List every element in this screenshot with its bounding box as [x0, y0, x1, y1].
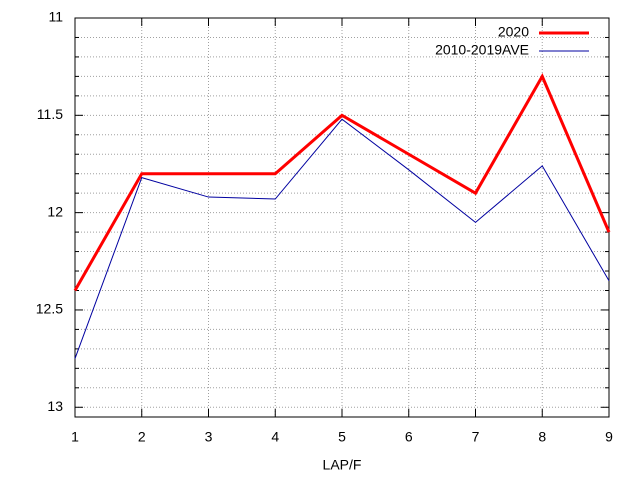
x-tick-label: 8 [538, 429, 546, 445]
x-tick-label: 9 [605, 429, 613, 445]
x-axis-label: LAP/F [323, 457, 362, 473]
x-tick-label: 3 [205, 429, 213, 445]
y-tick-label: 12.5 [36, 301, 63, 317]
y-tick-label: 12 [47, 203, 63, 219]
x-tick-label: 7 [472, 429, 480, 445]
series-line [74, 118, 610, 359]
series-line [73, 73, 611, 292]
y-tick-label: 13 [47, 398, 63, 414]
x-tick-label: 1 [71, 429, 79, 445]
x-tick-label: 2 [138, 429, 146, 445]
y-tick-label: 11.5 [37, 106, 63, 122]
x-tick-label: 4 [271, 429, 279, 445]
y-tick-label: 11 [48, 9, 63, 25]
x-tick-label: 6 [405, 429, 413, 445]
plot-frame [74, 17, 610, 418]
x-tick-label: 5 [338, 429, 346, 445]
legend-label: 2010-2019AVE [435, 42, 529, 58]
legend-label: 2020 [498, 24, 529, 40]
